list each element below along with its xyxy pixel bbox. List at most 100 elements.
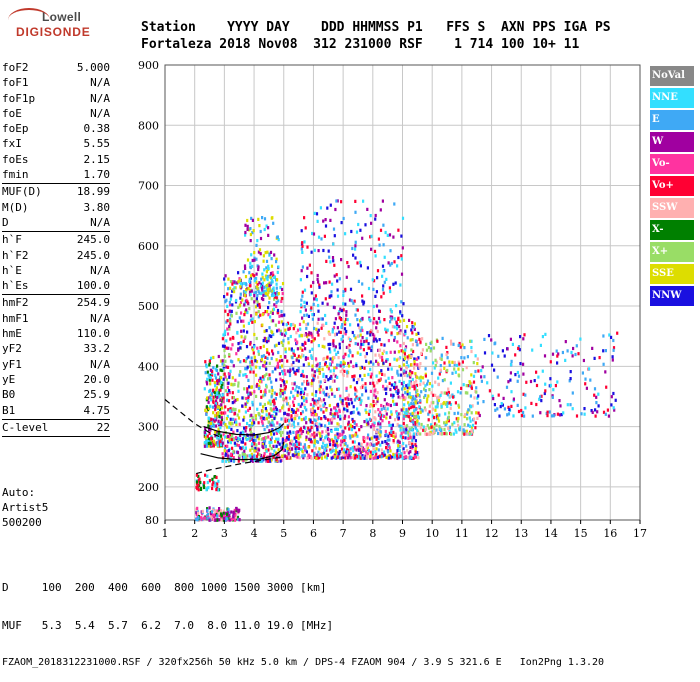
echo-point (385, 433, 388, 437)
echo-point (308, 349, 311, 353)
echo-point (416, 343, 419, 347)
echo-point (334, 451, 337, 455)
echo-point (221, 459, 224, 463)
echo-point (244, 291, 247, 295)
echo-point (318, 387, 321, 392)
x-tick-label: 4 (251, 527, 258, 540)
echo-point (260, 291, 263, 296)
echo-point (390, 426, 393, 430)
echo-point (344, 332, 347, 336)
echo-point (276, 308, 280, 313)
echo-point (217, 512, 220, 516)
echo-point (214, 509, 217, 513)
echo-point (535, 370, 538, 374)
echo-point (249, 292, 252, 297)
echo-point (383, 343, 386, 347)
echo-point (561, 350, 564, 355)
echo-point (359, 374, 362, 378)
param-name: h`E (2, 263, 22, 277)
echo-point (251, 264, 254, 268)
echo-point (256, 294, 259, 298)
param-value: N/A (90, 263, 110, 277)
echo-point (317, 333, 320, 337)
echo-point (203, 387, 206, 391)
echo-point (448, 363, 451, 367)
echo-point (344, 317, 348, 321)
echo-point (308, 263, 311, 267)
echo-point (211, 510, 214, 514)
echo-point (539, 411, 542, 415)
echo-point (341, 433, 344, 437)
echo-point (234, 286, 237, 290)
echo-point (259, 389, 263, 394)
echo-point (473, 396, 476, 400)
echo-point (397, 416, 400, 420)
echo-point (208, 417, 211, 422)
echo-point (363, 436, 366, 440)
echo-point (290, 418, 293, 422)
echo-point (474, 426, 477, 430)
echo-point (214, 511, 217, 515)
echo-point (300, 334, 303, 338)
echo-point (367, 361, 371, 365)
echo-point (377, 422, 380, 426)
echo-point (237, 305, 240, 309)
echo-point (270, 395, 273, 399)
echo-point (197, 516, 200, 520)
echo-point (344, 426, 347, 430)
echo-point (224, 517, 227, 521)
echo-point (275, 260, 278, 264)
echo-point (418, 365, 421, 369)
echo-point (230, 510, 233, 514)
echo-point (284, 417, 287, 421)
echo-point (503, 354, 506, 358)
echo-point (238, 518, 241, 522)
echo-point (273, 275, 276, 280)
echo-point (258, 453, 261, 457)
echo-point (412, 420, 415, 424)
echo-point (235, 422, 238, 426)
echo-point (238, 316, 241, 320)
echo-point (332, 344, 335, 348)
echo-point (280, 364, 284, 368)
echo-point (258, 384, 261, 388)
echo-point (372, 304, 375, 309)
echo-point (440, 353, 443, 357)
echo-point (469, 381, 472, 385)
echo-point (376, 455, 379, 459)
echo-point (263, 374, 266, 378)
echo-point (349, 456, 352, 460)
echo-point (195, 511, 198, 515)
echo-point (569, 370, 572, 374)
echo-point (382, 243, 385, 247)
echo-point (227, 399, 231, 403)
echo-point (274, 440, 277, 444)
echo-point (285, 396, 288, 400)
echo-point (444, 402, 448, 406)
echo-point (306, 356, 310, 360)
echo-point (275, 444, 278, 448)
echo-point (425, 400, 429, 404)
echo-point (314, 393, 317, 398)
echo-point (209, 396, 212, 400)
echo-point (506, 413, 509, 417)
echo-point (403, 373, 406, 377)
echo-point (305, 438, 308, 442)
echo-point (250, 423, 253, 427)
echo-point (361, 236, 364, 240)
echo-point (255, 280, 258, 284)
echo-point (232, 459, 235, 463)
echo-point (353, 456, 356, 460)
echo-point (303, 454, 306, 458)
echo-point (399, 454, 402, 458)
echo-point (384, 429, 387, 434)
echo-point (427, 394, 430, 398)
echo-point (320, 456, 324, 460)
echo-point (477, 394, 480, 398)
echo-point (275, 304, 278, 308)
echo-point (300, 303, 303, 307)
echo-point (269, 407, 272, 411)
echo-point (541, 369, 544, 373)
echo-point (261, 281, 264, 285)
echo-point (277, 448, 280, 452)
